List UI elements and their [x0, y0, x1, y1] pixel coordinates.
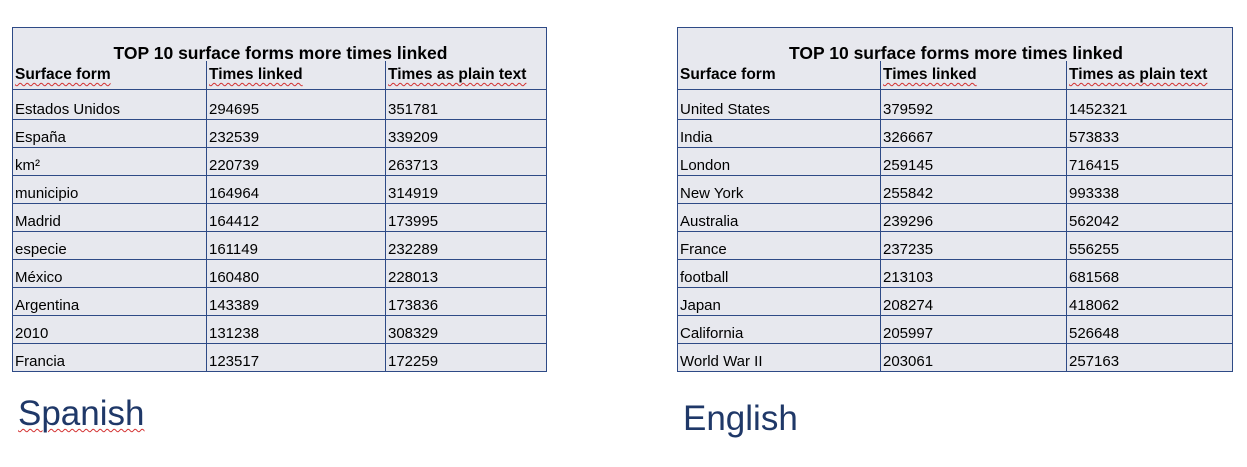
- surface-form-cell: Argentina: [12, 287, 207, 316]
- times-linked-cell: 255842: [880, 175, 1067, 204]
- table-row: Francia 123517 172259: [12, 343, 547, 372]
- table-row: Estados Unidos 294695 351781: [12, 89, 547, 120]
- table-row: London 259145 716415: [677, 147, 1233, 176]
- surface-form-cell: France: [677, 231, 881, 260]
- times-plain-text-cell: 339209: [385, 119, 547, 148]
- surface-form-cell: 2010: [12, 315, 207, 344]
- times-linked-cell: 205997: [880, 315, 1067, 344]
- table-row: municipio 164964 314919: [12, 175, 547, 204]
- times-plain-text-cell: 173995: [385, 203, 547, 232]
- table-row: World War II 203061 257163: [677, 343, 1233, 372]
- times-plain-text-cell: 173836: [385, 287, 547, 316]
- surface-form-cell: México: [12, 259, 207, 288]
- surface-form-cell: California: [677, 315, 881, 344]
- times-linked-cell: 294695: [206, 89, 386, 120]
- surface-form-cell: Australia: [677, 203, 881, 232]
- times-plain-text-cell: 308329: [385, 315, 547, 344]
- column-header-times-linked: Times linked: [206, 61, 386, 90]
- times-plain-text-cell: 1452321: [1066, 89, 1233, 120]
- times-plain-text-cell: 418062: [1066, 287, 1233, 316]
- times-plain-text-cell: 232289: [385, 231, 547, 260]
- surface-form-cell: Estados Unidos: [12, 89, 207, 120]
- times-plain-text-cell: 314919: [385, 175, 547, 204]
- english-table-container: TOP 10 surface forms more times linked S…: [677, 27, 1233, 372]
- times-linked-cell: 259145: [880, 147, 1067, 176]
- times-plain-text-cell: 562042: [1066, 203, 1233, 232]
- times-linked-cell: 213103: [880, 259, 1067, 288]
- times-linked-cell: 131238: [206, 315, 386, 344]
- spanish-surface-forms-table: TOP 10 surface forms more times linked S…: [12, 27, 547, 372]
- times-plain-text-cell: 228013: [385, 259, 547, 288]
- column-header-surface-form: Surface form: [12, 61, 207, 90]
- spanish-label: Spanish: [18, 394, 145, 433]
- times-linked-cell: 164964: [206, 175, 386, 204]
- times-plain-text-cell: 573833: [1066, 119, 1233, 148]
- times-linked-cell: 379592: [880, 89, 1067, 120]
- times-linked-cell: 164412: [206, 203, 386, 232]
- table-row: km² 220739 263713: [12, 147, 547, 176]
- table-row: 2010 131238 308329: [12, 315, 547, 344]
- english-label: English: [683, 399, 798, 438]
- column-header-surface-form: Surface form: [677, 61, 881, 90]
- times-plain-text-cell: 172259: [385, 343, 547, 372]
- times-plain-text-cell: 681568: [1066, 259, 1233, 288]
- times-linked-cell: 237235: [880, 231, 1067, 260]
- table-title: TOP 10 surface forms more times linked: [677, 27, 1233, 61]
- table-row: football 213103 681568: [677, 259, 1233, 288]
- table-row: New York 255842 993338: [677, 175, 1233, 204]
- table-row: Japan 208274 418062: [677, 287, 1233, 316]
- table-row: España 232539 339209: [12, 119, 547, 148]
- times-linked-cell: 143389: [206, 287, 386, 316]
- times-linked-cell: 232539: [206, 119, 386, 148]
- table-row: Madrid 164412 173995: [12, 203, 547, 232]
- table-row: California 205997 526648: [677, 315, 1233, 344]
- surface-form-cell: Japan: [677, 287, 881, 316]
- table-row: India 326667 573833: [677, 119, 1233, 148]
- surface-form-cell: India: [677, 119, 881, 148]
- table-row: France 237235 556255: [677, 231, 1233, 260]
- times-plain-text-cell: 351781: [385, 89, 547, 120]
- times-plain-text-cell: 257163: [1066, 343, 1233, 372]
- table-row: Australia 239296 562042: [677, 203, 1233, 232]
- column-header-times-linked: Times linked: [880, 61, 1067, 90]
- surface-form-cell: Madrid: [12, 203, 207, 232]
- column-header-times-plain-text: Times as plain text: [385, 61, 547, 90]
- times-plain-text-cell: 556255: [1066, 231, 1233, 260]
- surface-form-cell: football: [677, 259, 881, 288]
- surface-form-cell: km²: [12, 147, 207, 176]
- surface-form-cell: España: [12, 119, 207, 148]
- times-plain-text-cell: 716415: [1066, 147, 1233, 176]
- surface-form-cell: Francia: [12, 343, 207, 372]
- english-surface-forms-table: TOP 10 surface forms more times linked S…: [677, 27, 1233, 372]
- table-row: United States 379592 1452321: [677, 89, 1233, 120]
- times-linked-cell: 239296: [880, 203, 1067, 232]
- times-linked-cell: 220739: [206, 147, 386, 176]
- times-linked-cell: 326667: [880, 119, 1067, 148]
- surface-form-cell: World War II: [677, 343, 881, 372]
- times-plain-text-cell: 526648: [1066, 315, 1233, 344]
- times-linked-cell: 203061: [880, 343, 1067, 372]
- table-row: especie 161149 232289: [12, 231, 547, 260]
- table-row: Argentina 143389 173836: [12, 287, 547, 316]
- surface-form-cell: United States: [677, 89, 881, 120]
- times-plain-text-cell: 263713: [385, 147, 547, 176]
- surface-form-cell: London: [677, 147, 881, 176]
- times-linked-cell: 161149: [206, 231, 386, 260]
- column-header-times-plain-text: Times as plain text: [1066, 61, 1233, 90]
- surface-form-cell: especie: [12, 231, 207, 260]
- times-linked-cell: 208274: [880, 287, 1067, 316]
- surface-form-cell: municipio: [12, 175, 207, 204]
- spanish-table-container: TOP 10 surface forms more times linked S…: [12, 27, 547, 372]
- table-title: TOP 10 surface forms more times linked: [12, 27, 547, 61]
- times-plain-text-cell: 993338: [1066, 175, 1233, 204]
- surface-form-cell: New York: [677, 175, 881, 204]
- times-linked-cell: 123517: [206, 343, 386, 372]
- times-linked-cell: 160480: [206, 259, 386, 288]
- table-row: México 160480 228013: [12, 259, 547, 288]
